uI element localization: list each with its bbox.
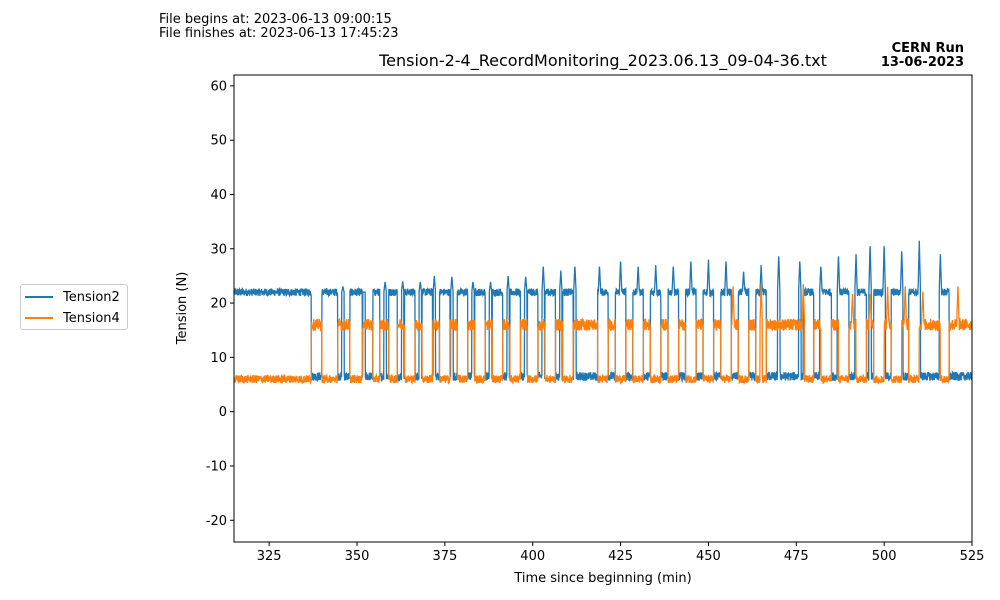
y-tick-label: -10 <box>206 459 227 474</box>
plot-frame <box>233 74 973 543</box>
legend-item-tension2: Tension2 <box>25 288 120 306</box>
y-axis: -20 -10 0 10 20 30 40 50 60 <box>206 79 234 529</box>
y-tick-label: -20 <box>206 514 227 529</box>
x-tick-label: 450 <box>696 549 721 564</box>
y-tick-label: 30 <box>210 242 227 257</box>
legend-label-tension4: Tension4 <box>63 310 120 326</box>
run-label: CERN Run 13-06-2023 <box>881 42 964 70</box>
run-name: CERN Run <box>891 41 964 56</box>
x-tick-label: 375 <box>432 549 457 564</box>
x-tick-label: 525 <box>960 549 985 564</box>
x-tick-label: 475 <box>784 549 809 564</box>
x-tick-label: 400 <box>520 549 545 564</box>
series-line-tension4 <box>234 284 972 386</box>
series-line-tension2 <box>234 240 972 384</box>
legend: Tension2 Tension4 <box>20 284 128 330</box>
legend-swatch-tension4 <box>25 317 53 319</box>
legend-swatch-tension2 <box>25 296 53 298</box>
y-tick-label: 20 <box>210 297 227 312</box>
x-axis: 325 350 375 400 425 450 475 500 525 <box>257 542 985 564</box>
series-layer <box>234 240 972 386</box>
file-begins-text: File begins at: 2023-06-13 09:00:15 <box>159 12 392 27</box>
x-axis-label: Time since beginning (min) <box>513 571 691 586</box>
chart-title: Tension-2-4_RecordMonitoring_2023.06.13_… <box>379 51 827 70</box>
x-tick-label: 425 <box>608 549 633 564</box>
x-tick-label: 325 <box>257 549 282 564</box>
y-tick-label: 50 <box>210 134 227 149</box>
y-tick-label: 0 <box>219 405 227 420</box>
legend-label-tension2: Tension2 <box>63 289 120 305</box>
run-date: 13-06-2023 <box>880 55 964 70</box>
legend-item-tension4: Tension4 <box>25 309 120 327</box>
y-tick-label: 60 <box>210 79 227 94</box>
x-tick-label: 500 <box>872 549 897 564</box>
file-finishes-text: File finishes at: 2023-06-13 17:45:23 <box>159 26 399 41</box>
y-tick-label: 40 <box>210 188 227 203</box>
x-tick-label: 350 <box>345 549 370 564</box>
y-axis-label: Tension (N) <box>175 272 190 346</box>
y-tick-label: 10 <box>210 351 227 366</box>
